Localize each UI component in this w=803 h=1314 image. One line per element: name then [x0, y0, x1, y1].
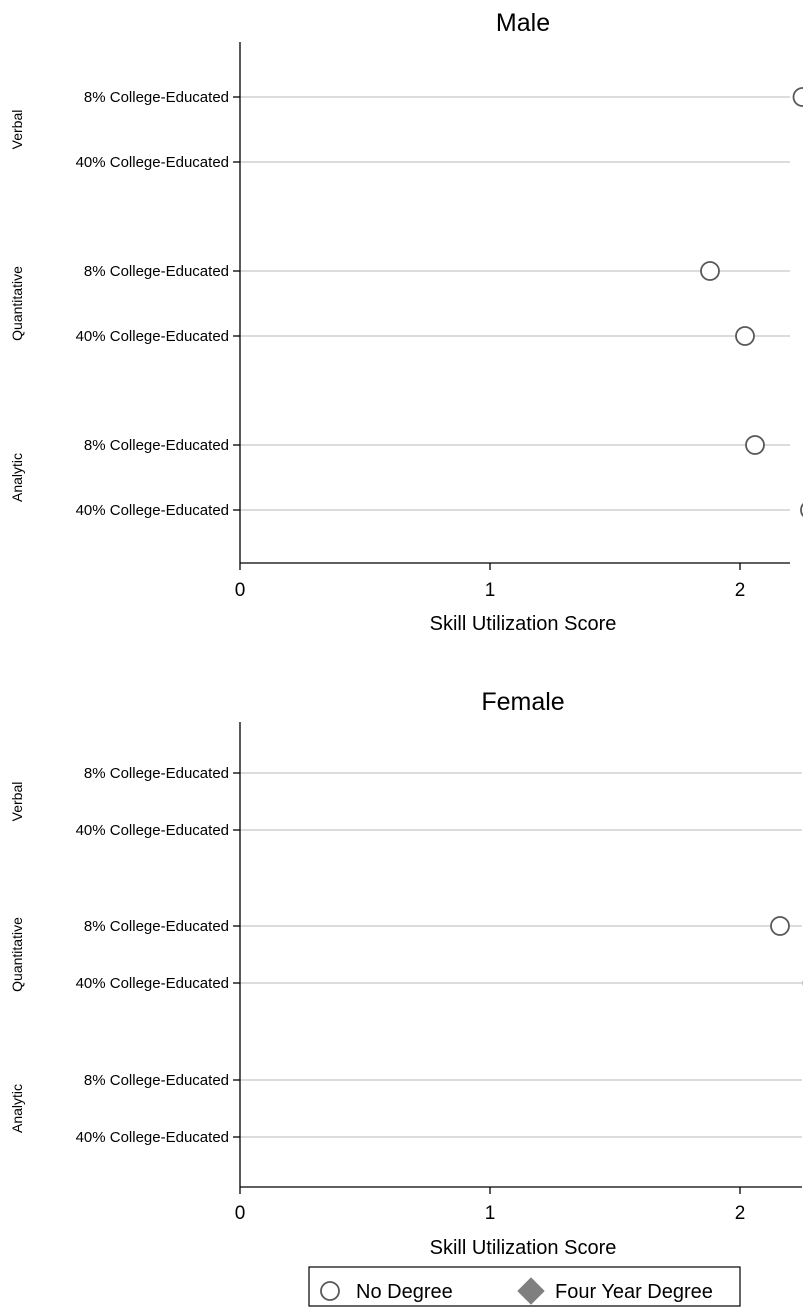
panel-title: Male: [496, 9, 550, 37]
category-label: 40% College-Educated: [76, 1129, 229, 1146]
group-label: Quantitative: [9, 917, 25, 992]
category-label: 8% College-Educated: [84, 765, 229, 782]
category-label: 40% College-Educated: [76, 154, 229, 171]
point-no-degree: [746, 436, 764, 454]
point-no-degree: [794, 88, 803, 106]
panel-title: Female: [481, 688, 564, 716]
x-axis-label: Skill Utilization Score: [430, 1237, 617, 1259]
group-label: Analytic: [9, 1084, 25, 1133]
x-tick-label: 2: [735, 1203, 746, 1224]
x-tick-label: 0: [235, 580, 246, 601]
legend-label-four-year-degree: Four Year Degree: [555, 1281, 713, 1303]
x-tick-label: 0: [235, 1203, 246, 1224]
x-tick-label: 1: [485, 580, 496, 601]
x-tick-label: 2: [735, 580, 746, 601]
category-label: 40% College-Educated: [76, 328, 229, 345]
category-label: 8% College-Educated: [84, 89, 229, 106]
category-label: 8% College-Educated: [84, 918, 229, 935]
point-no-degree: [771, 917, 789, 935]
x-tick-label: 1: [485, 1203, 496, 1224]
category-label: 8% College-Educated: [84, 263, 229, 280]
group-label: Analytic: [9, 453, 25, 502]
point-no-degree: [701, 262, 719, 280]
category-label: 40% College-Educated: [76, 502, 229, 519]
x-axis-label: Skill Utilization Score: [430, 613, 617, 635]
legend-marker-no-degree: [321, 1282, 339, 1300]
group-label: Verbal: [9, 110, 25, 150]
category-label: 40% College-Educated: [76, 822, 229, 839]
group-label: Verbal: [9, 782, 25, 822]
category-label: 40% College-Educated: [76, 975, 229, 992]
group-label: Quantitative: [9, 266, 25, 341]
point-no-degree: [736, 327, 754, 345]
legend-label-no-degree: No Degree: [356, 1281, 453, 1303]
category-label: 8% College-Educated: [84, 437, 229, 454]
category-label: 8% College-Educated: [84, 1072, 229, 1089]
